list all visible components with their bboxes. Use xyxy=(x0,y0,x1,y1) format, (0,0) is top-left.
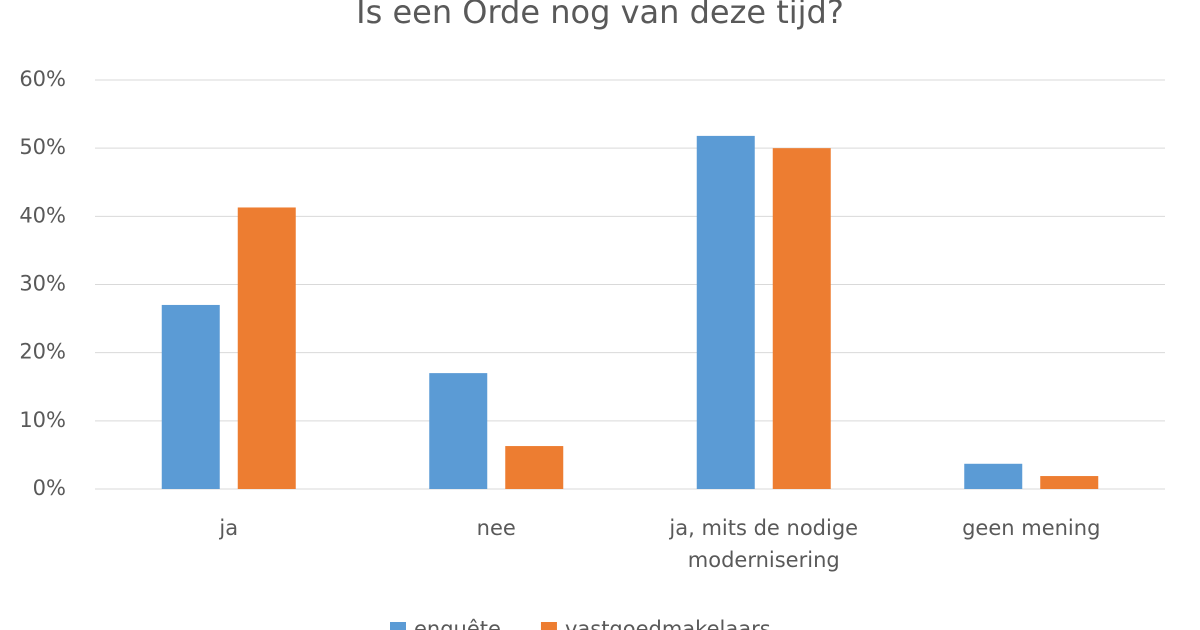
y-tick-label: 40% xyxy=(19,203,66,227)
x-tick-label: geen mening xyxy=(962,516,1101,540)
bar xyxy=(429,373,488,489)
x-tick-label: ja xyxy=(219,516,239,540)
x-tick-label: nee xyxy=(476,516,516,540)
y-tick-label: 50% xyxy=(19,135,66,159)
y-tick-label: 10% xyxy=(19,408,66,432)
y-tick-label: 30% xyxy=(19,272,66,296)
legend-swatch xyxy=(390,622,406,630)
y-tick-label: 20% xyxy=(19,340,66,364)
bar xyxy=(161,304,220,489)
bar xyxy=(772,148,831,489)
legend-label: enquête xyxy=(414,617,501,630)
chart-title: Is een Orde nog van deze tijd? xyxy=(356,0,844,31)
bar xyxy=(1040,476,1099,489)
y-tick-label: 0% xyxy=(33,476,66,500)
bar xyxy=(696,135,755,489)
bar xyxy=(505,446,564,489)
y-tick-label: 60% xyxy=(19,67,66,91)
legend-label: vastgoedmakelaars xyxy=(565,617,771,630)
legend-swatch xyxy=(540,622,557,630)
bar xyxy=(237,207,296,489)
bar xyxy=(964,463,1023,489)
x-tick-label: ja, mits de nodige modernisering xyxy=(669,516,859,572)
